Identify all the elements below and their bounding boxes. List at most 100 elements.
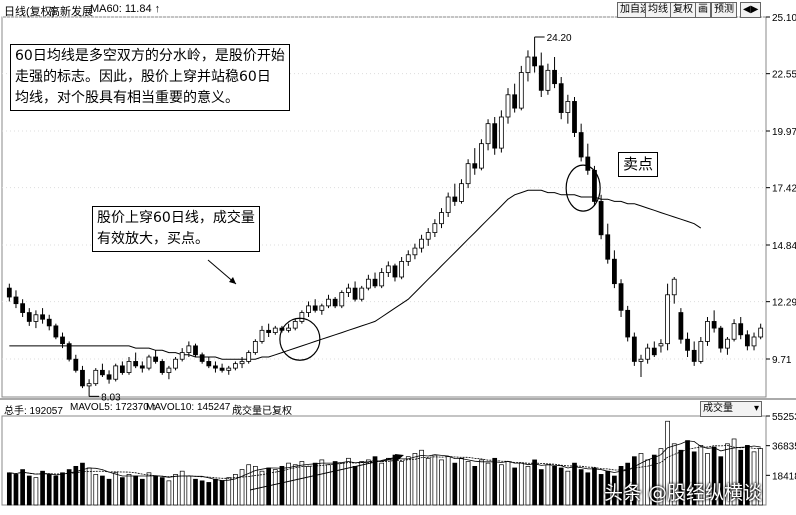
candle-up — [485, 123, 491, 145]
buy-point-note: 股价上穿60日线，成交量 有效放大，买点。 — [92, 206, 260, 252]
volume-bar — [106, 478, 112, 506]
candle-down — [558, 83, 564, 113]
scroll-arrows-button[interactable]: ◀▶ — [740, 2, 762, 18]
candle-up — [405, 254, 411, 262]
candle-down — [100, 369, 105, 376]
volume-bar — [199, 480, 205, 506]
volume-bar — [578, 469, 584, 506]
volume-bar — [66, 469, 72, 506]
volume-bar — [173, 474, 178, 506]
buy-note-pointer-head — [229, 277, 236, 284]
price-ytick-label: 9.71 — [772, 355, 792, 366]
volume-bar — [592, 467, 597, 506]
volume-bar — [618, 465, 624, 506]
candle-up — [306, 305, 311, 313]
volume-bar — [492, 457, 498, 506]
candle-up — [339, 292, 345, 307]
volume-bar — [80, 462, 85, 506]
candle-down — [598, 201, 604, 236]
forecast-button[interactable]: 预测 — [711, 2, 737, 18]
candle-up — [545, 69, 551, 91]
candle-down — [711, 321, 717, 329]
candle-down — [6, 287, 12, 298]
ma-button[interactable]: 均线 — [645, 2, 671, 18]
volume-bar — [226, 477, 232, 506]
volume-bar — [326, 464, 331, 506]
candle-up — [86, 383, 92, 387]
ma60-explanation-note: 60日均线是多空双方的分水岭，是股价开始 走强的标志。因此，股价上穿并站稳60日… — [10, 44, 290, 111]
volume-bar — [738, 449, 744, 506]
volume-bar — [525, 465, 531, 506]
candle-up — [299, 312, 305, 322]
candle-up — [565, 101, 571, 113]
candle-down — [206, 361, 212, 367]
sell-point-note: 卖点 — [618, 152, 659, 177]
volume-bar — [638, 453, 644, 506]
volume-bar — [186, 475, 192, 506]
candle-up — [272, 327, 278, 333]
candle-down — [612, 258, 617, 285]
volume-bar — [372, 456, 378, 506]
ma60-line — [9, 189, 702, 360]
volume-bar — [312, 462, 318, 506]
volume-bar — [745, 445, 750, 506]
period-label[interactable]: 日线(复权) — [4, 6, 56, 18]
volume-bar — [379, 462, 385, 506]
volume-bar — [93, 474, 99, 506]
volume-total: 总手: 192057 — [4, 406, 63, 417]
indicator-dropdown[interactable]: 成交量 ▾ — [700, 401, 762, 417]
volume-bar — [100, 475, 105, 506]
volume-bar — [545, 464, 551, 506]
volume-bar — [658, 448, 664, 506]
volume-bar — [6, 472, 12, 506]
candle-down — [651, 347, 657, 356]
candle-up — [465, 163, 471, 185]
candle-up — [698, 341, 704, 362]
candle-down — [605, 234, 611, 260]
candle-up — [292, 321, 298, 329]
adjust-button[interactable]: 复权 — [670, 2, 696, 18]
volume-bar — [425, 457, 431, 506]
volume-bar — [159, 477, 165, 506]
candle-down — [332, 298, 338, 307]
volume-bar — [246, 464, 252, 506]
volume-bar — [60, 472, 65, 506]
candle-up — [166, 367, 172, 373]
candle-down — [139, 365, 145, 369]
candle-down — [572, 101, 577, 133]
volume-status: 成交量已复权 — [232, 406, 292, 417]
volume-bar — [612, 475, 617, 506]
volume-bar — [459, 457, 464, 506]
candle-up — [179, 352, 185, 360]
volume-bar — [166, 480, 172, 506]
volume-bar — [512, 467, 518, 506]
candle-down — [40, 314, 45, 320]
volume-bar — [572, 462, 577, 506]
volume-bar — [718, 456, 724, 506]
volume-bar — [419, 449, 424, 506]
volume-bar — [665, 420, 670, 506]
volume-bar — [20, 469, 25, 506]
volume-ytick-label: 36835 — [772, 442, 796, 453]
candle-up — [518, 72, 524, 109]
candle-down — [678, 312, 684, 340]
draw-button[interactable]: 画 — [695, 2, 711, 18]
candle-up — [365, 278, 371, 289]
candle-down — [219, 367, 225, 371]
candle-up — [645, 347, 651, 360]
volume-bar — [465, 461, 471, 506]
mavol10-label: MAVOL10: 145247 ↑ — [146, 402, 239, 413]
volume-bar — [558, 467, 564, 506]
volume-bar — [499, 464, 504, 506]
candle-up — [525, 56, 531, 73]
candle-down — [718, 327, 724, 349]
high-price-label: 24.20 — [547, 33, 572, 44]
candle-down — [119, 365, 125, 373]
volume-bar — [352, 465, 358, 506]
candle-down — [492, 123, 498, 149]
price-ytick-label: 22.55 — [772, 70, 796, 81]
volume-bar — [359, 461, 365, 506]
candle-up — [505, 94, 511, 118]
volume-bar — [751, 451, 757, 506]
volume-bar — [691, 451, 697, 506]
